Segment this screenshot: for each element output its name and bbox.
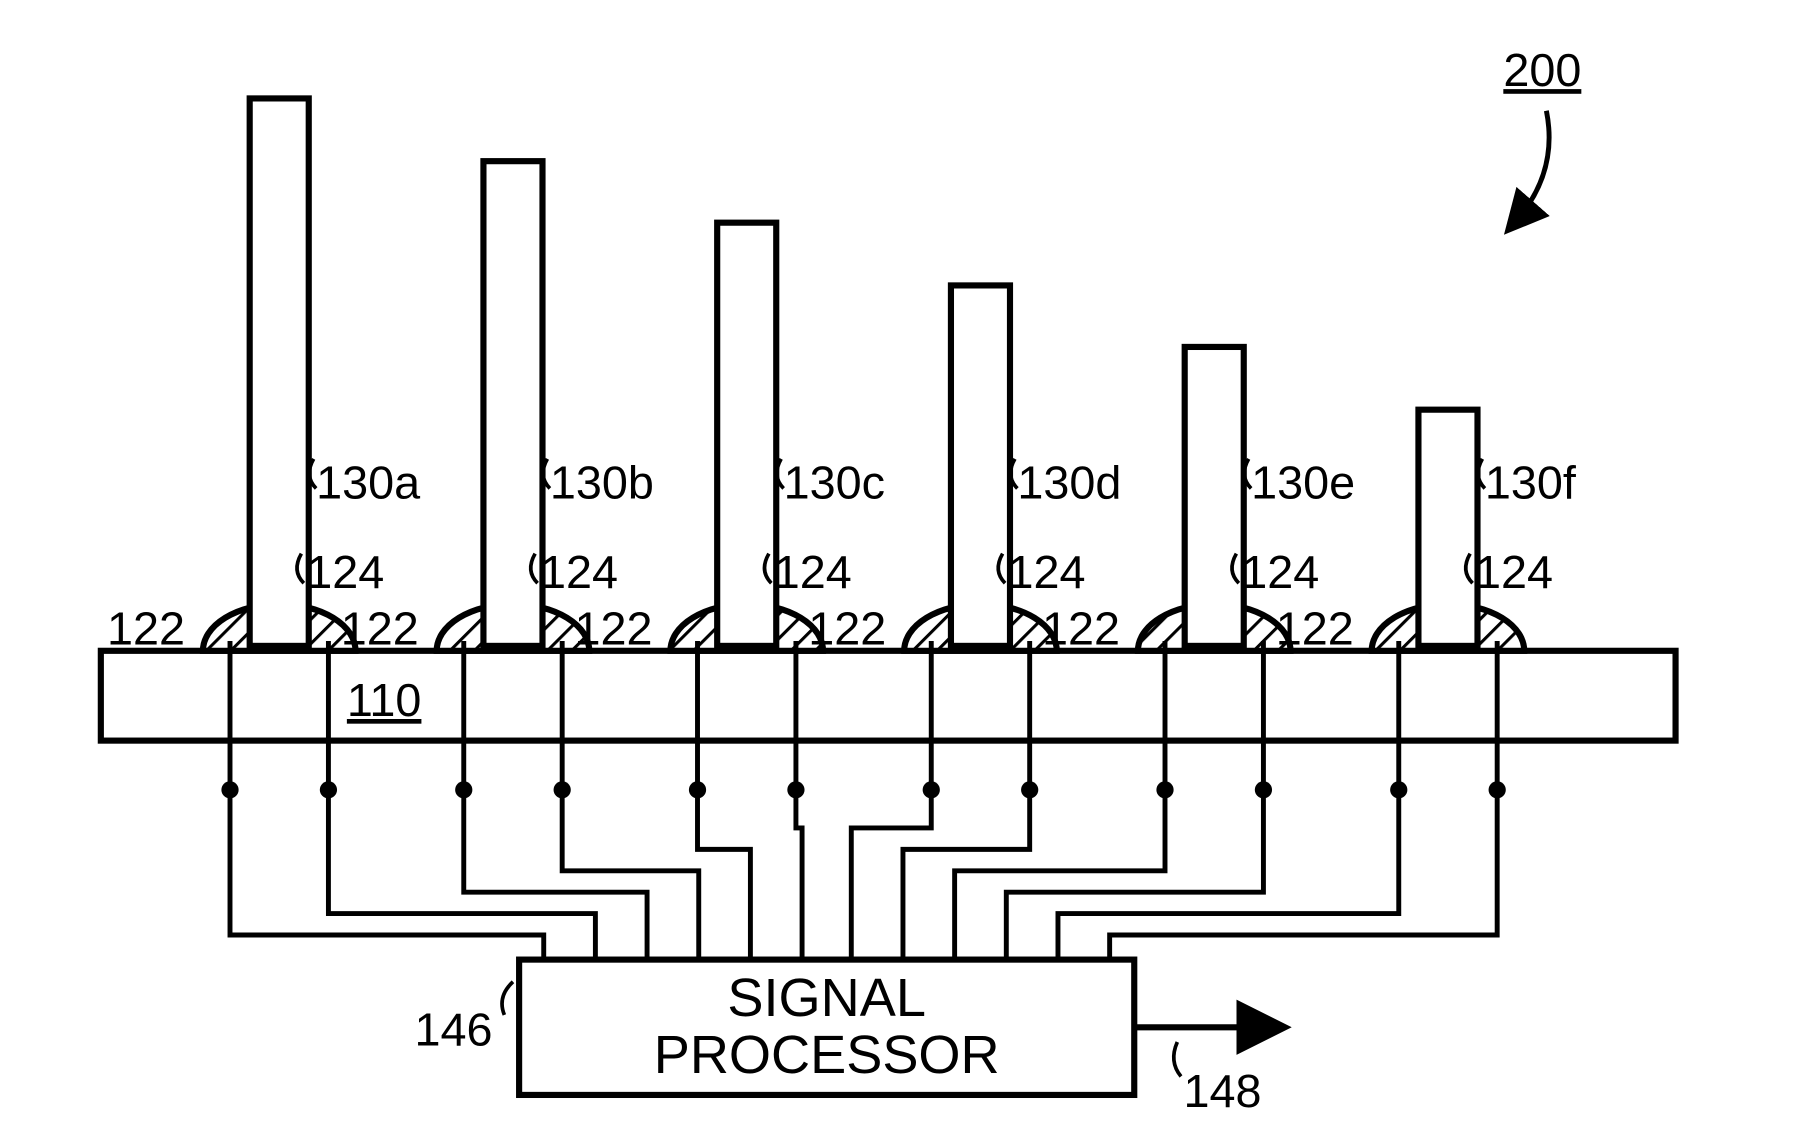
bar-label: 130e	[1251, 456, 1355, 508]
resonator-bar	[483, 161, 542, 646]
figure-ref-arrow	[1516, 111, 1549, 222]
processor-ref-label: 146	[415, 1004, 493, 1056]
processor-label-2: PROCESSOR	[654, 1025, 1000, 1085]
substrate-label: 110	[347, 674, 422, 726]
dome-label: 124	[540, 546, 618, 598]
output-leader	[1174, 1042, 1181, 1076]
figure-ref-label: 200	[1503, 44, 1581, 96]
dome-label: 124	[1475, 546, 1553, 598]
signal-wire	[796, 790, 802, 960]
contact-label: 122	[341, 603, 419, 655]
signal-wire	[562, 790, 699, 960]
signal-wire	[698, 790, 751, 960]
contact-label: 122	[1042, 603, 1120, 655]
dome-label: 124	[306, 546, 384, 598]
patent-figure: 200110130a124122130b124122130c124122130d…	[0, 0, 1801, 1122]
bar-label: 130c	[784, 456, 885, 508]
bar-label: 130f	[1485, 456, 1577, 508]
processor-leader	[502, 982, 513, 1015]
resonator-bar	[1185, 347, 1244, 646]
bar-label: 130b	[550, 456, 654, 508]
resonator-bar	[717, 223, 776, 646]
signal-wire	[1110, 790, 1498, 960]
substrate	[101, 651, 1676, 741]
dome-label: 124	[1241, 546, 1319, 598]
resonator-bar	[250, 98, 309, 645]
dome-label: 124	[1008, 546, 1086, 598]
contact-label: 122	[574, 603, 652, 655]
signal-wire	[230, 790, 544, 960]
bar-label: 130a	[316, 456, 420, 508]
contact-label: 122	[107, 603, 185, 655]
contact-label: 122	[808, 603, 886, 655]
signal-wire	[903, 790, 1030, 960]
contact-label: 122	[1276, 603, 1354, 655]
resonator-bar	[1418, 410, 1477, 646]
bar-label: 130d	[1017, 456, 1121, 508]
processor-label-1: SIGNAL	[727, 968, 926, 1028]
signal-wire	[851, 790, 931, 960]
output-label: 148	[1183, 1065, 1261, 1117]
dome-label: 124	[774, 546, 852, 598]
resonator-bar	[951, 285, 1010, 645]
